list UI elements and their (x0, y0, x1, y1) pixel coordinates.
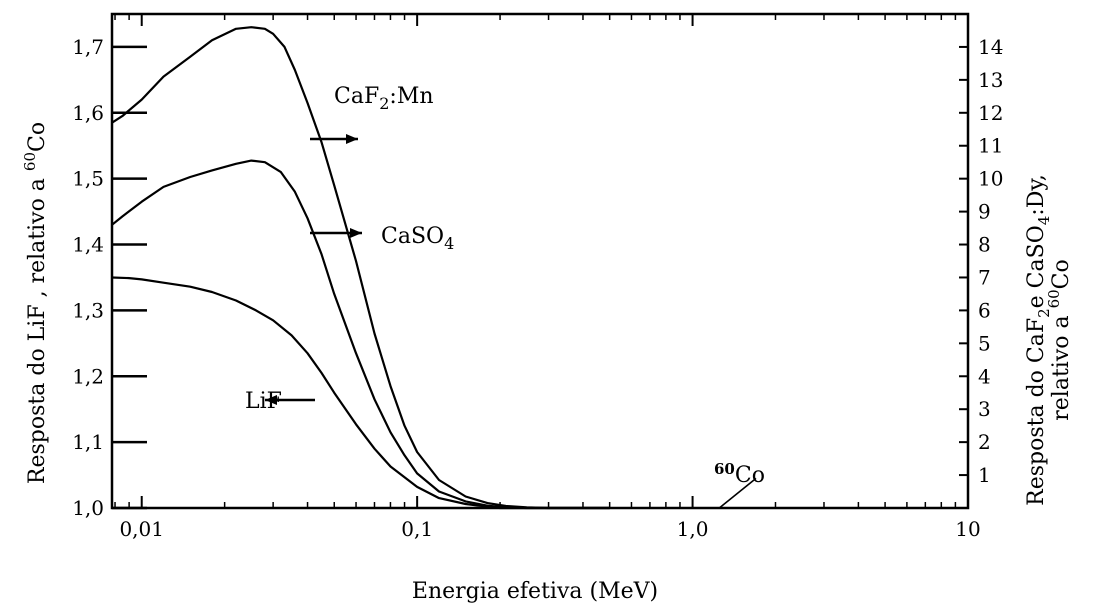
y-right-tick-label-8: 9 (978, 200, 991, 224)
reference-co60-line (718, 477, 757, 509)
series-label-caf2mn-sub: 2 (379, 94, 389, 113)
y-right-tick-label-13: 14 (978, 35, 1003, 59)
y-right-title-l1-sub1: 2 (1035, 308, 1053, 318)
x-axis-title: Energia efetiva (MeV) (412, 579, 658, 604)
svg-text:Resposta do CaF2e CaSO4:Dy,: Resposta do CaF2e CaSO4:Dy, (1024, 174, 1053, 506)
x-tick-label-3: 10 (955, 517, 980, 541)
y-left-axis-title: Resposta do LiF , relativo a 60Co (21, 122, 50, 484)
y-right-tick-label-5: 6 (978, 298, 991, 322)
series-line-caf2-mn (111, 26, 610, 510)
plot-frame (110, 12, 970, 510)
y-right-tick-label-0: 1 (978, 463, 991, 487)
reference-co60-label: 60Co (714, 460, 765, 488)
y-right-tick-label-10: 11 (978, 134, 1003, 158)
y-left-title-sup: 60 (21, 152, 39, 171)
x-tick-label-1: 0,1 (401, 517, 433, 541)
plot-border (110, 12, 970, 510)
y-left-tick-label-7: 1,7 (72, 35, 104, 59)
y-right-tick-label-9: 10 (978, 167, 1003, 191)
arrow-lif-head (265, 395, 277, 405)
x-tick-label-0: 0,01 (119, 517, 164, 541)
y-left-tick-label-0: 1,0 (72, 496, 104, 520)
y-left-axis-ticks: 1,0 1,1 1,2 1,3 1,4 1,5 1,6 1,7 (72, 35, 147, 520)
x-axis-ticks: 0,01 0,1 1,0 10 (114, 14, 981, 541)
y-right-axis-title: Resposta do CaF2e CaSO4:Dy, relativo a 6… (1024, 174, 1074, 506)
series-lines (111, 26, 757, 510)
svg-text:relativo a 60Co: relativo a 60Co (1045, 259, 1074, 421)
y-right-title-l1-sub2: 4 (1035, 216, 1053, 226)
y-right-tick-label-7: 8 (978, 233, 991, 257)
y-left-tick-label-3: 1,3 (72, 298, 104, 322)
series-label-caso4: CaSO4 (381, 224, 454, 253)
series-label-caso4-sub: 4 (444, 234, 454, 253)
y-right-tick-label-1: 2 (978, 430, 991, 454)
y-right-title-l2-sup: 60 (1045, 289, 1063, 308)
y-right-tick-label-6: 7 (978, 265, 991, 289)
y-left-title-co: Co (25, 122, 50, 152)
y-left-tick-label-2: 1,2 (72, 364, 104, 388)
series-line-caso4 (111, 159, 610, 510)
y-right-title-l1-c: :Dy, (1024, 174, 1049, 216)
y-left-tick-label-4: 1,4 (72, 233, 104, 257)
y-right-tick-label-12: 13 (978, 68, 1003, 92)
series-label-caf2mn-main: CaF (334, 84, 379, 109)
y-left-tick-label-6: 1,6 (72, 101, 104, 125)
y-left-title-text: Resposta do LiF , relativo a (25, 171, 50, 484)
y-left-tick-label-5: 1,5 (72, 167, 104, 191)
y-right-title-l2-b: Co (1049, 259, 1074, 289)
series-line-lif (111, 276, 610, 510)
arrow-caf2mn-head (346, 134, 358, 144)
series-label-caf2mn: CaF2:Mn (334, 84, 434, 113)
y-right-tick-label-3: 4 (978, 364, 991, 388)
y-right-tick-label-2: 3 (978, 397, 991, 421)
reference-co60-sup: 60 (714, 460, 735, 478)
arrow-caso4-head (350, 228, 362, 238)
y-right-title-l1-a: Resposta do CaF (1024, 318, 1049, 506)
x-tick-label-2: 1,0 (677, 517, 709, 541)
y-left-tick-label-1: 1,1 (72, 430, 104, 454)
y-right-title-l1-b: e CaSO (1024, 225, 1049, 308)
y-right-tick-label-4: 5 (978, 331, 991, 355)
series-label-caso4-main: CaSO (381, 224, 444, 249)
series-label-caf2mn-rest: :Mn (389, 84, 433, 109)
y-right-title-l2-a: relativo a (1049, 308, 1074, 420)
y-right-tick-label-11: 12 (978, 101, 1003, 125)
reference-co60-text: Co (735, 463, 765, 488)
